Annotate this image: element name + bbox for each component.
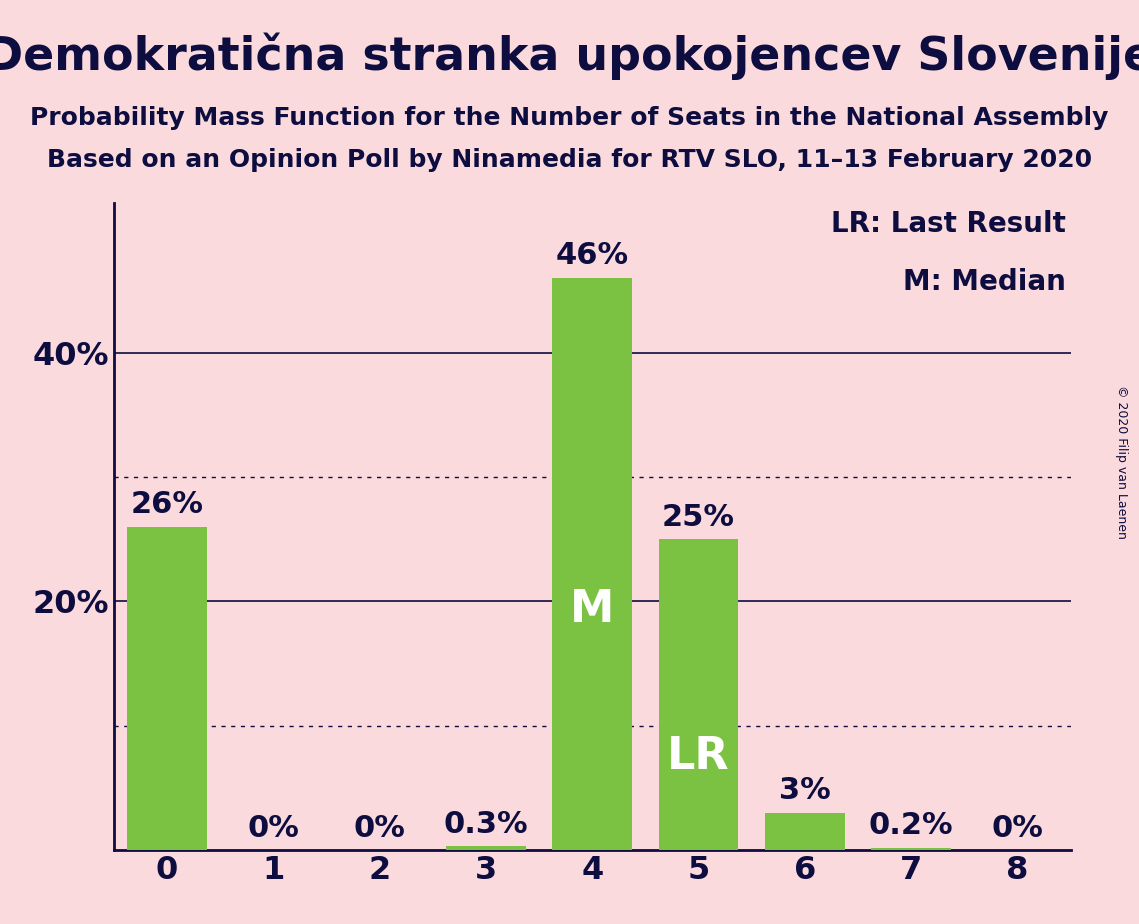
Bar bbox=[658, 539, 738, 850]
Text: Based on an Opinion Poll by Ninamedia for RTV SLO, 11–13 February 2020: Based on an Opinion Poll by Ninamedia fo… bbox=[47, 148, 1092, 172]
Bar bbox=[552, 278, 632, 850]
Text: 25%: 25% bbox=[662, 503, 735, 531]
Bar bbox=[128, 527, 207, 850]
Bar bbox=[765, 813, 845, 850]
Text: 0%: 0% bbox=[354, 814, 405, 843]
Bar bbox=[446, 846, 526, 850]
Text: Demokratična stranka upokojencev Slovenije: Demokratična stranka upokojencev Sloveni… bbox=[0, 32, 1139, 79]
Text: LR: LR bbox=[667, 736, 730, 778]
Text: 0.2%: 0.2% bbox=[869, 811, 953, 840]
Text: 0%: 0% bbox=[247, 814, 300, 843]
Bar bbox=[871, 847, 951, 850]
Text: Probability Mass Function for the Number of Seats in the National Assembly: Probability Mass Function for the Number… bbox=[31, 106, 1108, 130]
Text: LR: Last Result: LR: Last Result bbox=[831, 210, 1066, 237]
Text: M: Median: M: Median bbox=[903, 268, 1066, 296]
Text: M: M bbox=[571, 589, 614, 631]
Text: 46%: 46% bbox=[556, 241, 629, 271]
Text: © 2020 Filip van Laenen: © 2020 Filip van Laenen bbox=[1115, 385, 1129, 539]
Text: 26%: 26% bbox=[131, 491, 204, 519]
Text: 3%: 3% bbox=[779, 776, 830, 806]
Text: 0.3%: 0.3% bbox=[444, 809, 528, 839]
Text: 0%: 0% bbox=[992, 814, 1043, 843]
